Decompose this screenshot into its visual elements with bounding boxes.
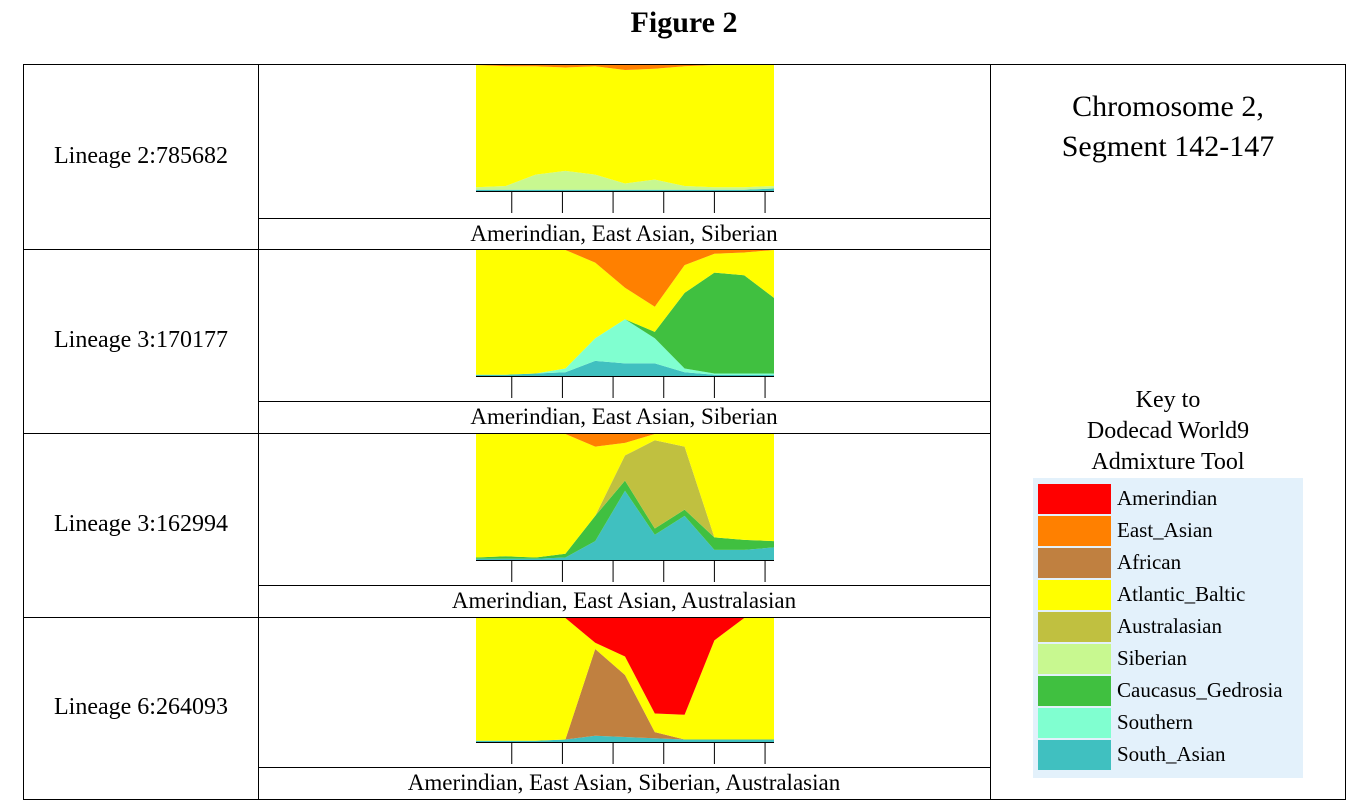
area-siberian — [476, 170, 774, 190]
area-amerindian — [476, 618, 774, 715]
area-southern — [476, 319, 774, 375]
legend: Amerindian East_Asian African Atlantic_B… — [1033, 478, 1303, 778]
legend-swatch — [1038, 516, 1111, 546]
lineage-caption: Amerindian, East Asian, Siberian — [470, 404, 778, 429]
area-south-asian — [476, 490, 774, 560]
column-divider-right — [990, 65, 991, 799]
caption-divider — [258, 767, 990, 768]
legend-item: Australasian — [1038, 612, 1303, 642]
area-south-asian — [476, 188, 774, 191]
area-south-asian — [476, 735, 774, 742]
legend-swatch — [1038, 612, 1111, 642]
legend-item: Caucasus_Gedrosia — [1038, 676, 1303, 706]
key-title-line: Admixture Tool — [1091, 449, 1245, 475]
legend-label: Amerindian — [1117, 486, 1218, 510]
legend-label: Australasian — [1117, 614, 1222, 638]
admixture-plot — [476, 434, 774, 582]
admixture-plot — [476, 618, 774, 764]
area-australasian — [476, 440, 774, 558]
area-atlantic-baltic — [476, 434, 774, 558]
legend-swatch — [1038, 644, 1111, 674]
legend-label: Southern — [1117, 710, 1193, 734]
legend-swatch — [1038, 676, 1111, 706]
legend-item: Atlantic_Baltic — [1038, 580, 1303, 610]
legend-swatch — [1038, 740, 1111, 770]
area-caucasus-gedrosia — [476, 272, 774, 375]
lineage-label: Lineage 3:170177 — [54, 327, 228, 353]
column-divider-left — [258, 65, 259, 799]
area-atlantic-baltic — [476, 250, 774, 375]
legend-label: Atlantic_Baltic — [1117, 582, 1246, 606]
row-divider — [24, 617, 990, 618]
area-east-asian — [476, 250, 774, 307]
legend-item: South_Asian — [1038, 740, 1303, 770]
legend-label: Siberian — [1117, 646, 1187, 670]
legend-swatch — [1038, 580, 1111, 610]
legend-item: Siberian — [1038, 644, 1303, 674]
lineage-caption: Amerindian, East Asian, Siberian, Austra… — [407, 770, 841, 795]
area-east-asian — [476, 434, 774, 447]
area-east-asian — [476, 65, 774, 71]
area-atlantic-baltic — [476, 65, 774, 188]
chromosome-title: Chromosome 2, Segment 142-147 — [991, 87, 1345, 167]
chromosome-line: Chromosome 2, — [1072, 90, 1264, 123]
legend-label: East_Asian — [1117, 518, 1213, 542]
caption-divider — [258, 401, 990, 402]
figure-table: Lineage 2:785682 Lineage 3:170177 Lineag… — [23, 64, 1346, 800]
legend-label: Caucasus_Gedrosia — [1117, 678, 1283, 702]
key-title: Key to Dodecad World9 Admixture Tool — [991, 385, 1345, 478]
lineage-label: Lineage 2:785682 — [54, 143, 228, 169]
legend-item: East_Asian — [1038, 516, 1303, 546]
area-south-asian — [476, 360, 774, 376]
legend-swatch — [1038, 484, 1111, 514]
segment-line: Segment 142-147 — [1061, 130, 1275, 163]
lineage-caption: Amerindian, East Asian, Australasian — [451, 588, 797, 613]
key-title-line: Key to — [1135, 387, 1201, 413]
area-african — [476, 649, 774, 741]
legend-item: African — [1038, 548, 1303, 578]
caption-divider — [258, 585, 990, 586]
legend-label: African — [1117, 550, 1182, 574]
legend-item: Southern — [1038, 708, 1303, 738]
admixture-plot — [476, 250, 774, 398]
lineage-label: Lineage 3:162994 — [54, 511, 228, 537]
caption-divider — [258, 218, 990, 219]
lineage-label: Lineage 6:264093 — [54, 694, 228, 720]
legend-swatch — [1038, 708, 1111, 738]
lineage-caption: Amerindian, East Asian, Siberian — [470, 221, 778, 246]
legend-swatch — [1038, 548, 1111, 578]
figure-title: Figure 2 — [630, 6, 738, 39]
admixture-plot — [476, 65, 774, 213]
legend-label: South_Asian — [1117, 742, 1226, 766]
row-divider — [24, 433, 990, 434]
legend-item: Amerindian — [1038, 484, 1303, 514]
key-title-line: Dodecad World9 — [1086, 418, 1250, 444]
area-atlantic-baltic — [476, 618, 774, 741]
row-divider — [24, 249, 990, 250]
